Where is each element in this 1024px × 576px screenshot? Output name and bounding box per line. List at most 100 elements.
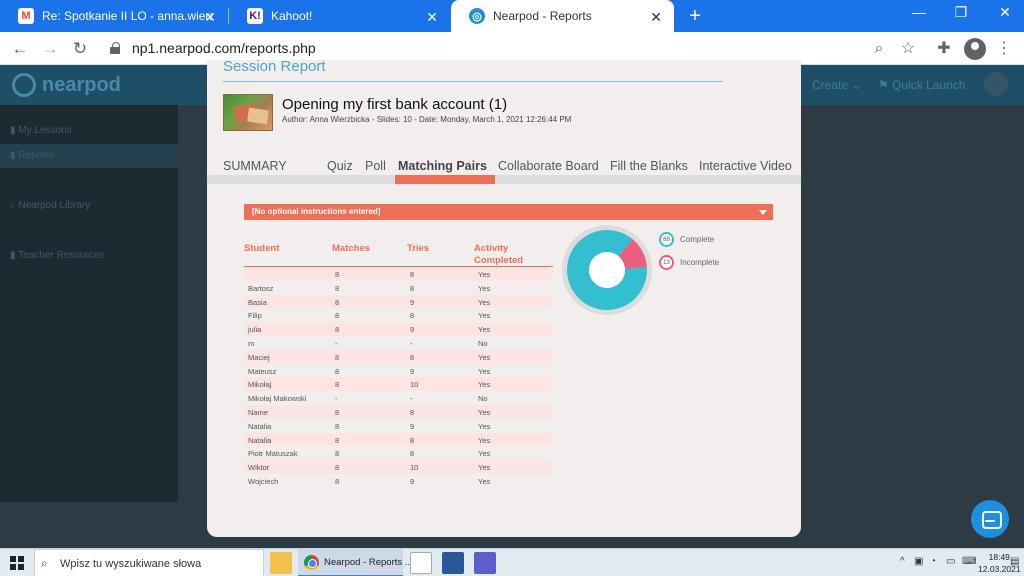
- cell-completed: Yes: [478, 449, 491, 459]
- cell-matches: 8: [335, 283, 340, 293]
- completion-donut-chart: [562, 225, 652, 315]
- sidebar-item-reports[interactable]: ▮ Reports: [0, 144, 178, 168]
- cell-student: Mateusz: [248, 366, 277, 376]
- table-row: 8 8 Yes: [244, 267, 553, 281]
- address-bar[interactable]: np1.nearpod.com/reports.php: [132, 40, 316, 56]
- tab-label: Re: Spotkanie II LO - anna.wierzb: [42, 9, 212, 23]
- tab-fill-the-blanks[interactable]: Fill the Blanks: [610, 159, 688, 173]
- cell-tries: 9: [410, 325, 415, 335]
- menu-dots-icon[interactable]: ⋮: [996, 40, 1012, 57]
- cell-student: Wiktor: [248, 463, 270, 473]
- tab-collaborate-board[interactable]: Collaborate Board: [498, 159, 599, 173]
- new-tab-button[interactable]: +: [689, 5, 701, 27]
- maximize-icon[interactable]: ❐: [954, 4, 968, 20]
- cell-student: Name: [248, 408, 269, 417]
- column-header-student: Student: [244, 243, 280, 254]
- chevron-down-icon[interactable]: [759, 210, 767, 215]
- bookmark-star-icon[interactable]: ☆: [900, 40, 916, 57]
- cell-matches: 8: [335, 352, 340, 362]
- table-row: Natalia 8 8 Yes: [244, 432, 553, 447]
- taskbar-search-input[interactable]: ⌕ Wpisz tu wyszukiwane słowa: [34, 549, 264, 576]
- table-row: Mikołaj Makowski - - No: [244, 391, 553, 405]
- tab-poll[interactable]: Poll: [365, 159, 386, 173]
- donut-slice-complete: [567, 230, 647, 310]
- cell-tries: 10: [410, 380, 419, 390]
- word-icon[interactable]: [442, 552, 464, 574]
- tab-quiz[interactable]: Quiz: [327, 159, 353, 173]
- close-tab-icon[interactable]: ✕: [426, 9, 438, 25]
- report-tabs: SUMMARY Quiz Poll Matching Pairs Collabo…: [207, 156, 801, 184]
- tab-gmail[interactable]: M Re: Spotkanie II LO - anna.wierzb ✕: [0, 0, 228, 32]
- legend-label-complete: Complete: [680, 235, 715, 244]
- cell-matches: 8: [335, 366, 340, 376]
- taskbar-clock[interactable]: 18:49 12.03.2021: [978, 551, 1021, 575]
- user-avatar[interactable]: [984, 72, 1008, 96]
- table-row: Basia 8 9 Yes: [244, 294, 553, 309]
- legend-count-complete: 88: [659, 232, 674, 247]
- nearpod-sidebar: [0, 105, 178, 502]
- tab-kahoot[interactable]: K! Kahoot! ✕: [229, 0, 450, 32]
- gmail-icon: M: [18, 8, 34, 24]
- notifications-icon[interactable]: ▤: [1010, 556, 1020, 567]
- chat-support-icon[interactable]: [971, 500, 1009, 538]
- taskbar-chrome-window[interactable]: Nearpod - Reports ...: [298, 549, 413, 576]
- battery-icon[interactable]: ▭: [946, 556, 956, 567]
- cell-completed: Yes: [478, 421, 491, 431]
- wifi-icon[interactable]: ◔: [930, 556, 937, 567]
- cell-completed: Yes: [478, 297, 491, 307]
- sidebar-item-nearpod-library[interactable]: ⌕ Nearpod Library: [10, 200, 91, 211]
- cell-matches: 8: [335, 297, 340, 307]
- close-tab-icon[interactable]: ✕: [650, 9, 662, 25]
- cell-completed: No: [478, 394, 488, 404]
- reload-icon[interactable]: ↻: [72, 39, 88, 58]
- teams-icon[interactable]: [474, 552, 496, 574]
- tab-matching-pairs[interactable]: Matching Pairs: [398, 159, 487, 173]
- instructions-bar[interactable]: [No optional instructions entered]: [244, 204, 773, 220]
- window-close-icon[interactable]: ✕: [999, 4, 1011, 20]
- back-icon[interactable]: ←: [11, 39, 29, 58]
- close-tab-icon[interactable]: ✕: [204, 9, 216, 25]
- cell-matches: 8: [335, 421, 340, 431]
- session-report-title: Session Report: [223, 60, 326, 75]
- zoom-icon[interactable]: ⌕: [874, 40, 884, 57]
- tab-summary[interactable]: SUMMARY: [223, 159, 287, 173]
- donut-slice-incomplete: [618, 239, 647, 269]
- table-row: Piotr Matuszak 8 8 Yes: [244, 446, 553, 460]
- cell-tries: 8: [410, 449, 415, 459]
- cell-matches: 8: [335, 435, 340, 445]
- forward-icon[interactable]: →: [41, 39, 59, 58]
- tab-nearpod-reports[interactable]: ◎ Nearpod - Reports ✕: [451, 0, 674, 32]
- lock-icon[interactable]: [110, 42, 120, 54]
- cell-tries: -: [410, 394, 413, 404]
- cell-matches: 8: [335, 477, 340, 486]
- nearpod-icon: ◎: [469, 8, 485, 24]
- cell-student: Maciej: [248, 352, 270, 362]
- windows-start-icon[interactable]: [10, 556, 24, 570]
- create-menu[interactable]: Create ⌄: [812, 78, 862, 92]
- table-row: Wiktor 8 10 Yes: [244, 460, 553, 474]
- sidebar-item-my-lessons[interactable]: ▮ My Lessons: [10, 125, 72, 136]
- cell-tries: 8: [410, 352, 415, 362]
- tab-interactive-video[interactable]: Interactive Video: [699, 159, 792, 173]
- clock-time: 18:49: [988, 552, 1010, 562]
- quick-launch-button[interactable]: ⚑ Quick Launch: [878, 78, 966, 92]
- extensions-icon[interactable]: ✚: [937, 40, 951, 57]
- tray-chevron-up-icon[interactable]: ^: [900, 556, 905, 567]
- cell-matches: 8: [335, 380, 340, 390]
- tray-app-icon[interactable]: ▣: [914, 556, 924, 567]
- profile-avatar-icon[interactable]: [964, 38, 986, 60]
- url-host: np1.nearpod.com: [132, 40, 241, 56]
- cell-completed: No: [478, 339, 488, 348]
- table-row: Mikołaj 8 10 Yes: [244, 377, 553, 392]
- epanel-icon[interactable]: [410, 552, 432, 574]
- sidebar-item-teacher-resources[interactable]: ▮ Teacher Resources: [10, 250, 105, 261]
- nearpod-logo[interactable]: nearpod: [12, 73, 121, 97]
- cell-tries: 8: [410, 311, 415, 321]
- cell-tries: 8: [410, 283, 415, 293]
- cell-tries: 8: [410, 408, 415, 417]
- language-icon[interactable]: ⌨: [962, 556, 977, 567]
- minimize-icon[interactable]: —: [912, 4, 926, 20]
- cell-completed: Yes: [478, 283, 491, 293]
- file-explorer-icon[interactable]: [270, 552, 292, 574]
- legend-incomplete: 13 Incomplete: [659, 255, 719, 270]
